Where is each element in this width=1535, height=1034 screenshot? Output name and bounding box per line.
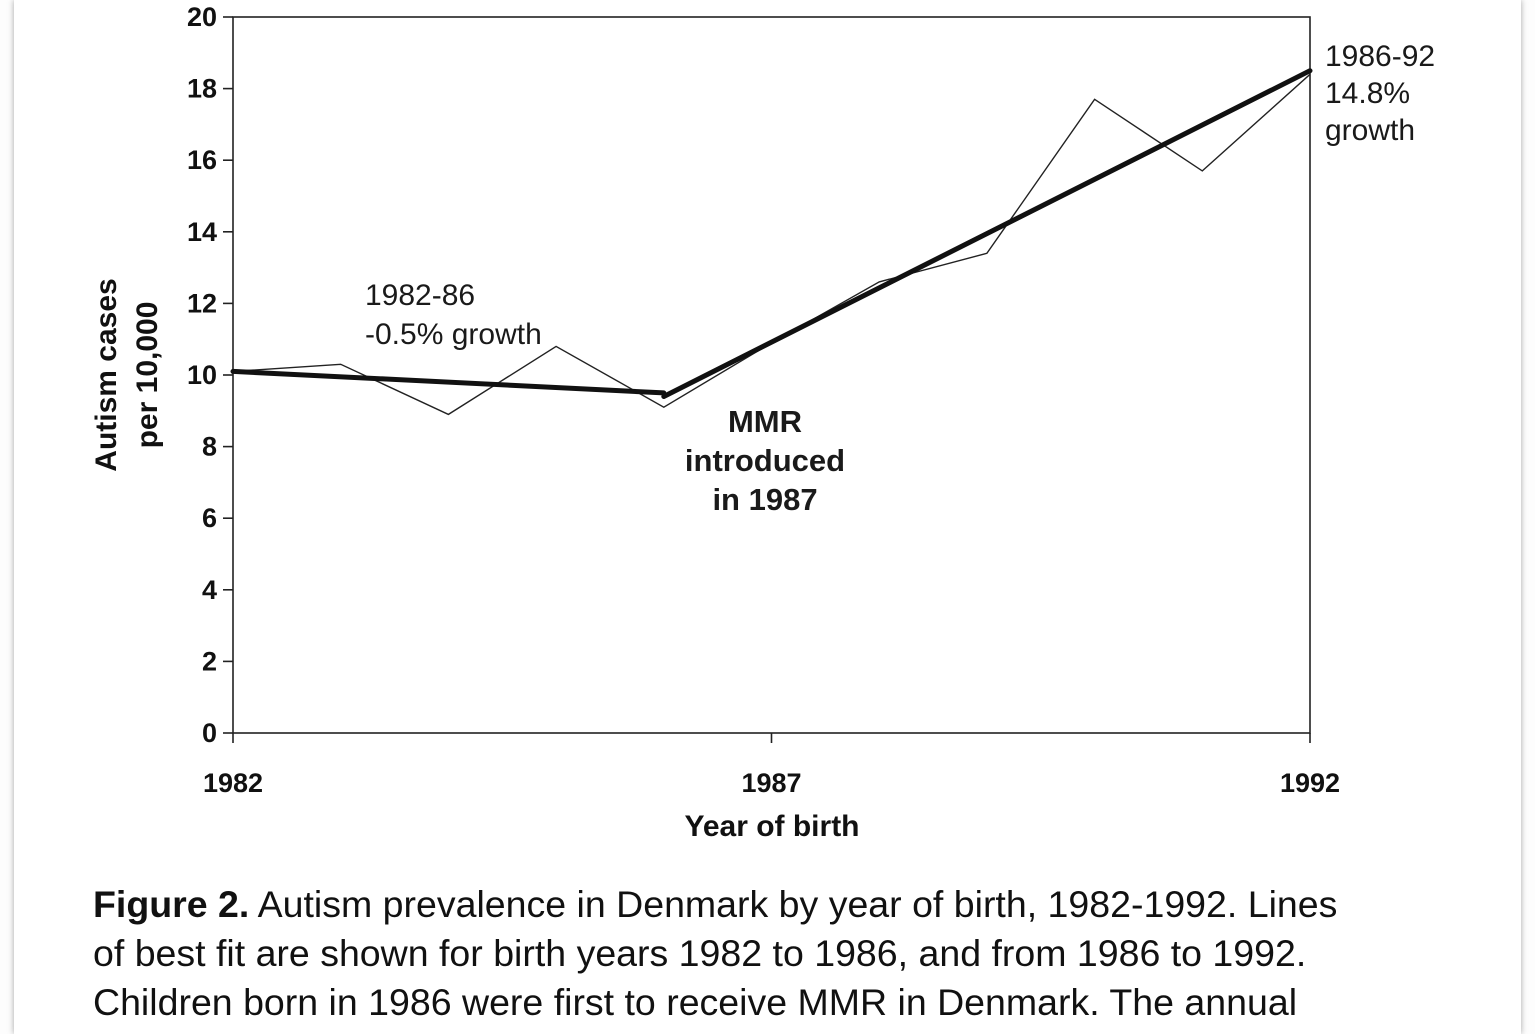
y-tick-label: 20 xyxy=(187,2,217,32)
annotation-mmr-line-3: in 1987 xyxy=(712,482,817,517)
caption-line-3: Children born in 1986 were first to rece… xyxy=(93,981,1298,1023)
caption-figure-label: Figure 2. xyxy=(93,883,250,925)
caption-text-1: Autism prevalence in Denmark by year of … xyxy=(249,883,1338,925)
caption-line-2: of best fit are shown for birth years 19… xyxy=(93,932,1307,974)
annotation-fit2-line-1: 1986-92 xyxy=(1325,40,1435,73)
annotation-mmr-line-2: introduced xyxy=(685,443,845,478)
y-tick-label: 18 xyxy=(187,74,217,104)
fit-line-2 xyxy=(661,68,1313,399)
autism-prevalence-chart: 0 2 4 6 8 10 12 14 16 18 20 1982 1987 1992 Year of bir… xyxy=(90,2,1435,843)
caption-line-1: Figure 2. Autism prevalence in Denmark b… xyxy=(93,880,1473,929)
y-tick-label: 6 xyxy=(202,503,217,533)
annotation-fit2-line-3: growth xyxy=(1325,114,1415,147)
y-axis-title-line-1: Autism cases xyxy=(90,278,123,471)
document-page: 0 2 4 6 8 10 12 14 16 18 20 1982 1987 1992 Year of bir… xyxy=(14,0,1521,1034)
y-axis-title-line-2: per 10,000 xyxy=(131,302,164,449)
annotation-fit1-line-2: -0.5% growth xyxy=(365,318,542,351)
y-tick-label: 10 xyxy=(187,360,217,390)
plot-frame xyxy=(232,16,1311,734)
fit-line-1 xyxy=(230,368,667,396)
x-tick-label: 1992 xyxy=(1280,768,1340,798)
y-tick-label: 12 xyxy=(187,288,217,318)
y-tick-label: 2 xyxy=(202,646,217,676)
annotation-fit1-line-1: 1982-86 xyxy=(365,279,475,312)
x-tick-label: 1982 xyxy=(203,768,263,798)
y-tick-label: 0 xyxy=(202,718,217,748)
annotation-mmr-line-1: MMR xyxy=(728,404,802,439)
figure-caption: Figure 2. Autism prevalence in Denmark b… xyxy=(93,880,1473,1027)
x-tick-label: 1987 xyxy=(741,768,801,798)
y-tick-label: 4 xyxy=(202,575,217,605)
y-tick-label: 8 xyxy=(202,432,217,462)
y-tick-label: 14 xyxy=(187,217,217,247)
annotation-fit2-line-2: 14.8% xyxy=(1325,77,1410,110)
y-tick-label: 16 xyxy=(187,145,217,175)
x-axis-title: Year of birth xyxy=(684,810,859,843)
series-line xyxy=(232,73,1311,416)
